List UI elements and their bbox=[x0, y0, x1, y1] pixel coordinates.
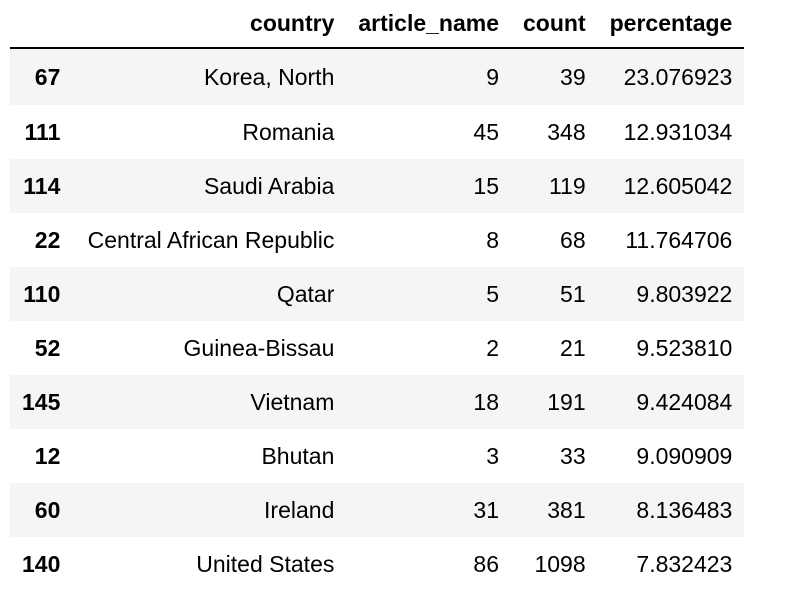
cell-country: United States bbox=[196, 550, 335, 577]
cell-percentage: 9.523810 bbox=[636, 334, 733, 361]
row-index: 145 bbox=[22, 388, 61, 415]
table-header: country article_name count percentage bbox=[10, 0, 745, 49]
cell-percentage: 11.764706 bbox=[625, 226, 733, 253]
cell-country: Romania bbox=[242, 118, 335, 145]
row-index: 60 bbox=[34, 496, 61, 523]
cell-article-name: 18 bbox=[473, 388, 500, 415]
row-index: 110 bbox=[23, 280, 61, 307]
table-row: 67 Korea, North 9 39 23.076923 bbox=[10, 48, 745, 105]
table-row: 140 United States 86 1098 7.832423 bbox=[10, 537, 745, 591]
header-percentage: percentage bbox=[597, 0, 745, 49]
cell-country: Ireland bbox=[264, 496, 335, 523]
header-count: count bbox=[511, 0, 598, 49]
cell-count: 381 bbox=[547, 496, 586, 523]
cell-percentage: 7.832423 bbox=[636, 550, 733, 577]
dataframe-table: country article_name count percentage 67… bbox=[10, 0, 745, 591]
row-index: 67 bbox=[34, 63, 61, 90]
cell-count: 68 bbox=[560, 226, 586, 253]
cell-article-name: 8 bbox=[486, 226, 500, 253]
row-index: 22 bbox=[34, 226, 61, 253]
cell-country: Saudi Arabia bbox=[203, 172, 335, 199]
table-body: 67 Korea, North 9 39 23.076923 111 Roman… bbox=[10, 48, 745, 591]
cell-count: 51 bbox=[560, 280, 586, 307]
cell-percentage: 9.090909 bbox=[636, 442, 733, 469]
cell-country: Guinea-Bissau bbox=[183, 334, 335, 361]
row-index: 111 bbox=[24, 118, 61, 145]
header-index bbox=[10, 0, 73, 49]
row-index: 12 bbox=[34, 442, 61, 469]
cell-article-name: 2 bbox=[486, 334, 500, 361]
cell-percentage: 9.803922 bbox=[636, 280, 733, 307]
row-index: 114 bbox=[23, 172, 61, 199]
cell-article-name: 31 bbox=[473, 496, 500, 523]
cell-article-name: 5 bbox=[486, 280, 500, 307]
cell-count: 1098 bbox=[534, 550, 586, 577]
cell-percentage: 12.931034 bbox=[623, 118, 733, 145]
table-row: 111 Romania 45 348 12.931034 bbox=[10, 105, 745, 159]
cell-country: Vietnam bbox=[250, 388, 335, 415]
table-row: 22 Central African Republic 8 68 11.7647… bbox=[10, 213, 745, 267]
row-index: 140 bbox=[22, 550, 61, 577]
table-row: 12 Bhutan 3 33 9.090909 bbox=[10, 429, 745, 483]
cell-count: 191 bbox=[547, 388, 586, 415]
cell-country: Korea, North bbox=[203, 63, 335, 90]
header-article-name: article_name bbox=[346, 0, 512, 49]
cell-count: 21 bbox=[560, 334, 586, 361]
cell-article-name: 15 bbox=[473, 172, 500, 199]
cell-count: 33 bbox=[560, 442, 586, 469]
cell-percentage: 9.424084 bbox=[636, 388, 733, 415]
header-row: country article_name count percentage bbox=[10, 0, 745, 49]
header-country: country bbox=[72, 0, 347, 49]
cell-country: Central African Republic bbox=[87, 226, 335, 253]
table-row: 110 Qatar 5 51 9.803922 bbox=[10, 267, 745, 321]
cell-count: 119 bbox=[548, 172, 586, 199]
cell-count: 39 bbox=[560, 63, 586, 90]
cell-country: Qatar bbox=[276, 280, 335, 307]
table-row: 60 Ireland 31 381 8.136483 bbox=[10, 483, 745, 537]
row-index: 52 bbox=[34, 334, 61, 361]
cell-percentage: 12.605042 bbox=[623, 172, 733, 199]
table-row: 114 Saudi Arabia 15 119 12.605042 bbox=[10, 159, 745, 213]
table-row: 52 Guinea-Bissau 2 21 9.523810 bbox=[10, 321, 745, 375]
cell-article-name: 45 bbox=[473, 118, 500, 145]
cell-count: 348 bbox=[547, 118, 586, 145]
cell-article-name: 86 bbox=[473, 550, 500, 577]
table-row: 145 Vietnam 18 191 9.424084 bbox=[10, 375, 745, 429]
cell-article-name: 3 bbox=[486, 442, 500, 469]
cell-country: Bhutan bbox=[261, 442, 335, 469]
cell-article-name: 9 bbox=[486, 63, 500, 90]
cell-percentage: 23.076923 bbox=[623, 63, 733, 90]
cell-percentage: 8.136483 bbox=[636, 496, 733, 523]
